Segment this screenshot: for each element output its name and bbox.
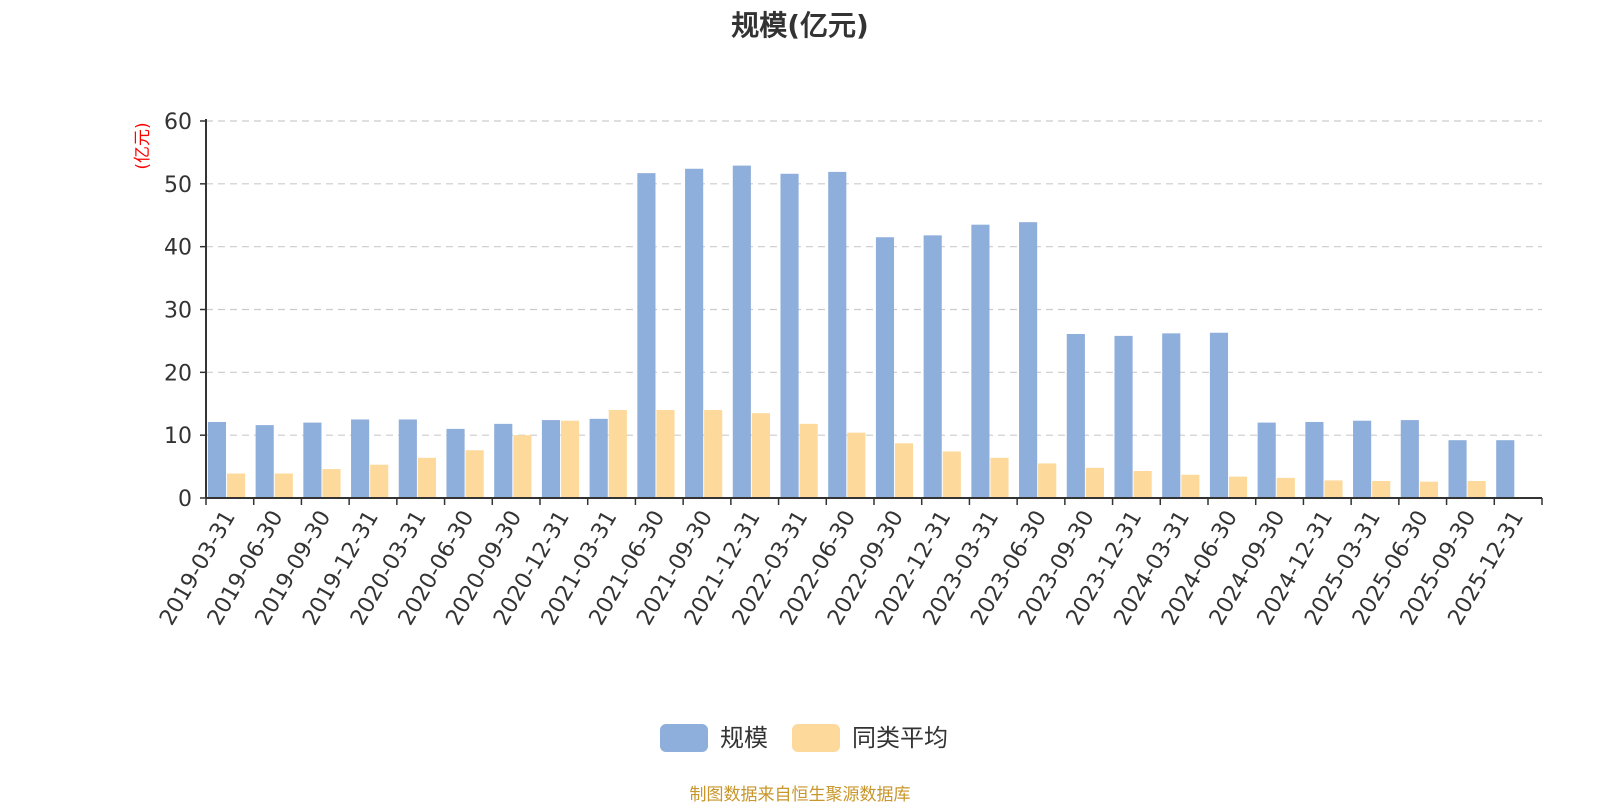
- bar-scale: [1257, 422, 1276, 498]
- bar-scale: [446, 428, 465, 498]
- bar-scale: [875, 237, 895, 498]
- y-tick-label: 60: [164, 110, 192, 135]
- bar-peer-average: [894, 443, 914, 498]
- bar-scale: [1162, 333, 1181, 498]
- bar-peer-average: [1181, 474, 1200, 498]
- chart-title: 规模(亿元): [731, 9, 869, 42]
- bar-peer-average: [1133, 470, 1152, 498]
- bar-scale: [732, 165, 751, 498]
- bar-peer-average: [465, 450, 484, 498]
- bar-peer-average: [1038, 463, 1057, 498]
- y-tick-label: 10: [164, 424, 192, 449]
- legend-swatch: [660, 724, 708, 752]
- bar-peer-average: [1276, 477, 1295, 498]
- bar-scale: [255, 425, 274, 498]
- bar-scale: [971, 224, 990, 499]
- y-tick-label: 20: [164, 361, 192, 386]
- bar-scale: [1066, 334, 1085, 498]
- legend[interactable]: 规模 同类平均: [660, 724, 948, 752]
- bar-peer-average: [322, 469, 341, 498]
- bar-peer-average: [656, 410, 675, 498]
- bar-scale: [1400, 420, 1419, 498]
- bar-peer-average: [704, 410, 723, 498]
- data-source-note: 制图数据来自恒生聚源数据库: [689, 785, 911, 805]
- bar-scale: [685, 168, 704, 498]
- bar-peer-average: [751, 413, 770, 498]
- bars: [207, 165, 1515, 499]
- bar-peer-average: [560, 420, 580, 498]
- bar-peer-average: [513, 435, 532, 498]
- bar-scale: [589, 418, 608, 498]
- bar-scale: [541, 420, 561, 498]
- bar-scale: [1496, 440, 1515, 498]
- bar-scale: [494, 423, 513, 498]
- bar-scale: [780, 173, 799, 498]
- y-tick-label: 50: [164, 173, 192, 198]
- legend-label: 同类平均: [852, 724, 948, 752]
- bar-scale: [637, 173, 656, 498]
- bar-peer-average: [274, 473, 293, 498]
- bar-peer-average: [1372, 481, 1391, 498]
- bar-scale: [1209, 332, 1229, 498]
- bar-peer-average: [1419, 481, 1438, 498]
- bar-scale: [1305, 421, 1324, 498]
- bar-scale: [207, 421, 227, 498]
- y-tick-label: 0: [178, 487, 192, 512]
- bar-peer-average: [799, 423, 818, 498]
- bar-peer-average: [226, 473, 246, 498]
- bar-scale: [1448, 440, 1467, 498]
- bar-peer-average: [1085, 467, 1104, 498]
- bar-peer-average: [942, 451, 961, 498]
- bar-peer-average: [1228, 476, 1248, 498]
- grid-lines: [206, 120, 1542, 436]
- bar-scale: [1019, 222, 1038, 498]
- legend-swatch: [792, 724, 840, 752]
- bar-scale: [303, 422, 322, 498]
- bar-scale: [1353, 420, 1372, 498]
- bar-peer-average: [1324, 480, 1343, 498]
- y-axis-label: (亿元): [133, 122, 153, 169]
- legend-label: 规模: [720, 724, 768, 752]
- bar-peer-average: [1467, 481, 1486, 498]
- y-tick-label: 40: [164, 236, 192, 261]
- bar-scale: [351, 419, 370, 498]
- bar-peer-average: [370, 464, 389, 498]
- bar-scale: [398, 419, 417, 498]
- bar-scale: [1114, 335, 1133, 498]
- bar-peer-average: [608, 410, 627, 498]
- bar-peer-average: [990, 457, 1009, 498]
- bar-peer-average: [417, 457, 436, 498]
- bar-peer-average: [847, 432, 866, 498]
- bar-scale: [828, 171, 847, 498]
- bar-scale: [923, 235, 942, 498]
- y-tick-label: 30: [164, 299, 192, 324]
